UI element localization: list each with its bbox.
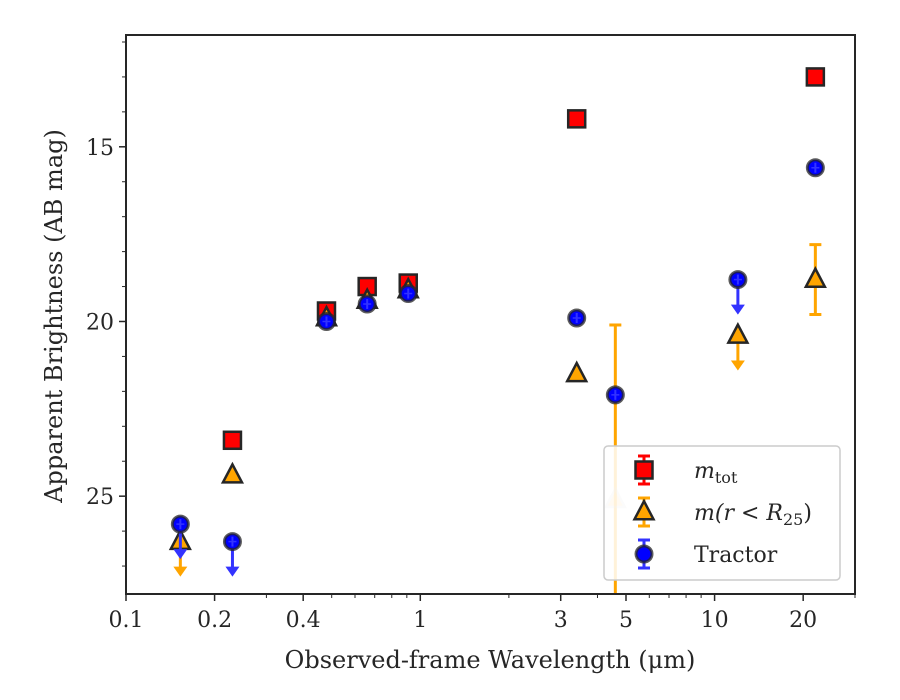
x-tick-label: 20 [789, 608, 817, 633]
y-tick-label: 25 [86, 485, 114, 510]
x-tick-label: 3 [554, 608, 568, 633]
arrow-head [173, 549, 188, 560]
legend-entry: m(r < R25) [632, 496, 812, 529]
arrow-head [173, 566, 188, 577]
x-tick-label: 1 [413, 608, 427, 633]
y-tick-label: 20 [86, 310, 114, 335]
legend-marker-square [634, 460, 654, 480]
x-axis-label: Observed-frame Wavelength (μm) [285, 646, 696, 674]
arrow-head [730, 304, 745, 315]
legend-marker-triangle [632, 498, 656, 521]
data-point-triangle [803, 266, 827, 289]
x-tick-label: 10 [701, 608, 729, 633]
legend-marker-circle [634, 544, 654, 564]
arrow-head [225, 566, 240, 577]
legend-entry: Tractor [634, 538, 778, 570]
x-tick-label: 0.4 [286, 608, 321, 633]
data-point-square [222, 430, 243, 451]
legend-entry: mtot [634, 454, 738, 487]
y-axis-label: Apparent Brightness (AB mag) [40, 129, 68, 504]
legend-box [603, 445, 841, 581]
y-tick-label: 15 [86, 136, 114, 161]
legend-label: mtot [694, 459, 738, 487]
arrow-head [730, 360, 745, 371]
legend-label: m(r < R25) [694, 501, 812, 529]
data-point-triangle [220, 461, 245, 484]
data-point-square [805, 67, 826, 87]
plot-frame [125, 34, 856, 595]
x-tick-label: 5 [619, 608, 633, 633]
legend-label: Tractor [694, 543, 778, 568]
data-point-triangle [565, 360, 589, 383]
x-tick-label: 0.1 [109, 608, 144, 633]
data-point-square [566, 109, 587, 129]
x-tick-label: 0.2 [197, 608, 232, 633]
data-point-triangle [726, 321, 750, 344]
